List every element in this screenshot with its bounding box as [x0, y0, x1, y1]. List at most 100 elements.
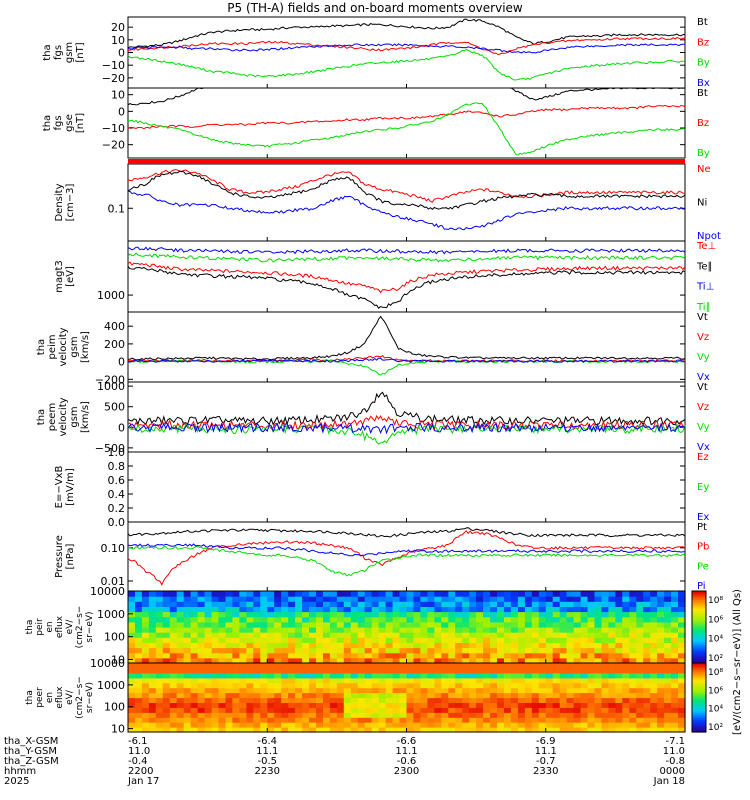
spectrogram-cell: [267, 692, 275, 699]
spectrogram-cell: [260, 632, 268, 638]
spectrogram-cell: [504, 621, 512, 628]
spectrogram-cell: [239, 712, 247, 718]
spectrogram-cell: [469, 672, 477, 679]
spectrogram-cell: [246, 697, 254, 703]
spectrogram-cell: [329, 601, 338, 607]
spectrogram-cell: [246, 627, 254, 633]
spectrogram-cell: [211, 647, 220, 654]
spectrogram-cell: [510, 616, 519, 623]
colorbar-cell: [692, 630, 706, 633]
spectrogram-cell: [483, 712, 491, 718]
spectrogram-cell: [176, 601, 185, 607]
spectrogram-cell: [148, 702, 157, 708]
spectrogram-cell: [504, 727, 512, 733]
spectrogram-cell: [399, 611, 408, 618]
spectrogram-cell: [176, 672, 185, 679]
series-peem_velocity-Vy: [127, 423, 686, 445]
spectrogram-cell: [141, 647, 150, 654]
spectrogram-cell: [413, 697, 422, 703]
spectrogram-cell: [246, 596, 254, 602]
spectrogram-cell: [204, 717, 213, 723]
spectrogram-cell: [580, 697, 589, 703]
spectrogram-cell: [323, 647, 331, 654]
spectrogram-cell: [559, 722, 568, 728]
spectrogram-cell: [343, 667, 352, 674]
spectrogram-cell: [225, 677, 234, 684]
spectrogram-cell: [197, 637, 206, 643]
spectrogram-cell: [420, 621, 428, 628]
spectrogram-cell: [643, 637, 651, 643]
spectrogram-cell: [329, 672, 338, 679]
spectrogram-cell: [636, 611, 644, 618]
spectrogram-cell: [573, 712, 582, 718]
spectrogram-cell: [629, 616, 637, 623]
spectrogram-cell: [169, 697, 178, 703]
spectrogram-cell: [406, 642, 415, 649]
spectrogram-cell: [148, 677, 157, 684]
spectrogram-cell: [580, 712, 589, 718]
ytick-label-peem_velocity: 0: [118, 421, 125, 434]
spectrogram-cell: [594, 672, 603, 679]
spectrogram-cell: [524, 652, 533, 659]
spectrogram-cell: [253, 627, 261, 633]
spectrogram-cell: [601, 637, 610, 643]
spectrogram-cell: [504, 667, 512, 674]
spectrogram-cell: [148, 652, 157, 659]
spectrogram-cell: [650, 601, 658, 607]
spectrogram-cell: [413, 621, 422, 628]
spectrogram-cell: [587, 627, 596, 633]
spectrogram-cell: [232, 647, 240, 654]
spectrogram-cell: [371, 657, 380, 664]
spectrogram-cell: [573, 616, 582, 623]
spectrogram-cell: [399, 637, 408, 643]
colorbar-cell: [692, 607, 706, 610]
spectrogram-cell: [476, 727, 484, 733]
spectrogram-cell: [664, 591, 672, 597]
spectrogram-cell: [155, 697, 164, 703]
spectrogram-cell: [357, 712, 366, 718]
spectrogram-cell: [232, 596, 240, 602]
spectrogram-cell: [281, 712, 289, 718]
spectrogram-cell: [594, 652, 603, 659]
spectrogram-cell: [636, 642, 644, 649]
spectrogram-cell: [378, 682, 387, 689]
spectrogram-cell: [629, 591, 637, 597]
spectrogram-cell: [434, 722, 442, 728]
spectrogram-cell: [573, 692, 582, 699]
spectrogram-cell: [135, 632, 143, 638]
colorbar-cell: [692, 721, 706, 724]
spectrogram-cell: [455, 663, 463, 669]
spectrogram-cell: [524, 692, 533, 699]
spectrogram-cell: [434, 707, 442, 713]
spectrogram-cell: [371, 591, 380, 597]
spectrogram-cell: [615, 663, 623, 669]
spectrogram-cell: [371, 606, 380, 613]
spectrogram-cell: [378, 697, 387, 703]
spectrogram-cell: [141, 637, 150, 643]
spectrogram-cell: [141, 712, 150, 718]
spectrogram-cell: [190, 682, 199, 689]
spectrogram-cell: [225, 717, 234, 723]
spectrogram-cell: [274, 692, 282, 699]
spectrogram-cell: [448, 692, 456, 699]
ylabel-fgs_gse: gse: [64, 114, 75, 132]
spectrogram-cell: [197, 657, 206, 664]
spectrogram-cell: [169, 616, 178, 623]
spectrogram-cell: [336, 712, 345, 718]
spectrogram-cell: [357, 652, 366, 659]
spectrogram-cell: [148, 591, 157, 597]
spectrogram-cell: [302, 722, 310, 728]
spectrogram-cell: [517, 672, 526, 679]
spectrogram-cell: [148, 642, 157, 649]
spectrogram-cell: [678, 591, 686, 597]
spectrogram-cell: [615, 697, 623, 703]
colorbar-cell: [692, 713, 706, 716]
spectrogram-cell: [323, 717, 331, 723]
spectrogram-cell: [267, 647, 275, 654]
spectrogram-cell: [309, 712, 317, 718]
spectrogram-cell: [169, 692, 178, 699]
spectrogram-cell: [288, 596, 296, 602]
spectrogram-cell: [204, 692, 213, 699]
colorbar-cell: [692, 596, 706, 599]
spectrogram-cell: [211, 663, 220, 669]
